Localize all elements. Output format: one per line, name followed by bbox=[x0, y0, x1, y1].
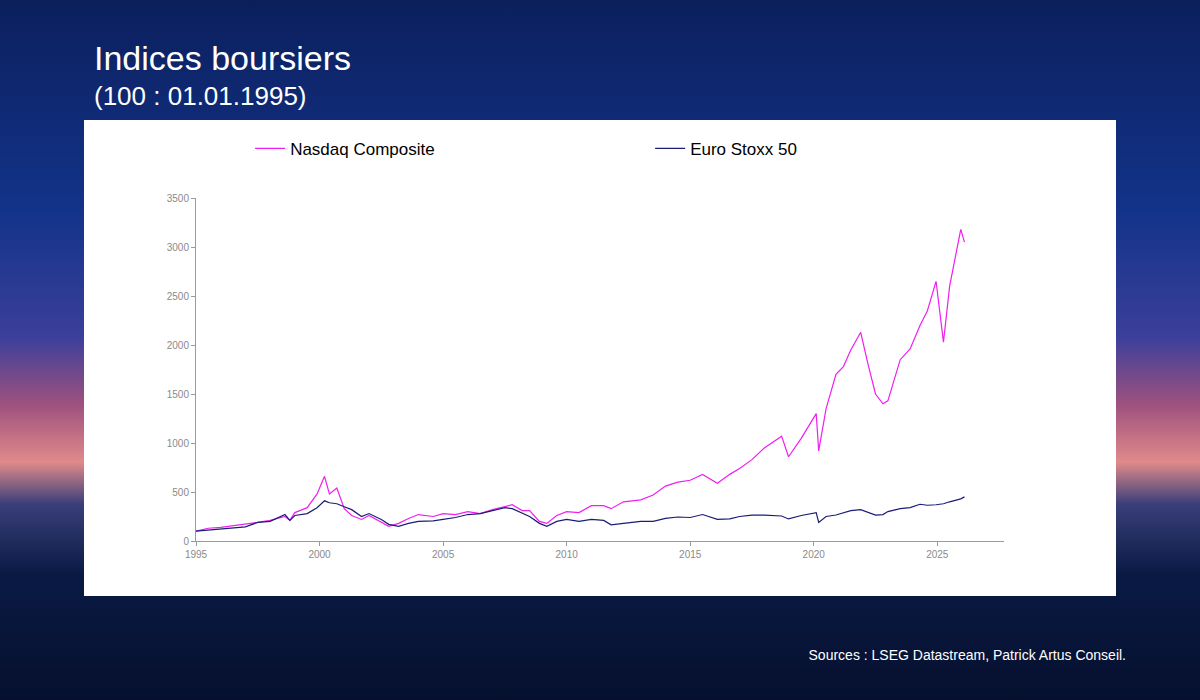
svg-text:2025: 2025 bbox=[926, 549, 949, 560]
svg-text:2010: 2010 bbox=[556, 549, 579, 560]
svg-text:Euro Stoxx 50: Euro Stoxx 50 bbox=[690, 140, 797, 159]
svg-text:1500: 1500 bbox=[167, 389, 190, 400]
svg-text:2000: 2000 bbox=[308, 549, 331, 560]
svg-text:2000: 2000 bbox=[167, 340, 190, 351]
svg-text:2020: 2020 bbox=[803, 549, 826, 560]
html-text:Indices boursiers: Indices boursiers bbox=[94, 39, 351, 77]
svg-text:2005: 2005 bbox=[432, 549, 455, 560]
svg-text:1000: 1000 bbox=[167, 438, 190, 449]
svg-text:3000: 3000 bbox=[167, 242, 190, 253]
svg-text:Nasdaq Composite: Nasdaq Composite bbox=[290, 140, 435, 159]
html-text:Sources : LSEG Datastream, Pat: Sources : LSEG Datastream, Patrick Artus… bbox=[808, 647, 1126, 663]
svg-text:0: 0 bbox=[183, 536, 189, 547]
svg-text:2015: 2015 bbox=[679, 549, 702, 560]
html-text:(100 : 01.01.1995): (100 : 01.01.1995) bbox=[94, 81, 307, 111]
svg-text:2500: 2500 bbox=[167, 291, 190, 302]
svg-text:500: 500 bbox=[172, 487, 189, 498]
svg-text:1995: 1995 bbox=[185, 549, 208, 560]
svg-text:3500: 3500 bbox=[167, 193, 190, 204]
